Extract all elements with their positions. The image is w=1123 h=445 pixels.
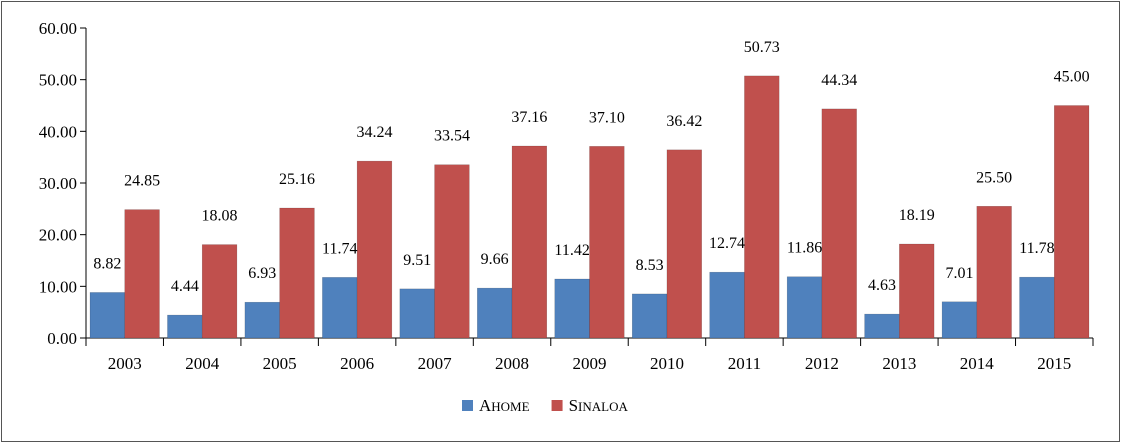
bar-ahome-2012 bbox=[786, 276, 823, 339]
bar-sinaloa-2012 bbox=[821, 108, 857, 339]
bar-ahome-2003 bbox=[89, 292, 125, 339]
y-tick-label: 60.00 bbox=[39, 19, 77, 38]
legend-swatch-sinaloa bbox=[551, 400, 563, 411]
bar-sinaloa-2014 bbox=[976, 206, 1012, 339]
data-label-ahome-2007: 9.51 bbox=[403, 252, 431, 269]
bar-ahome-2013 bbox=[864, 313, 900, 339]
data-label-sinaloa-2009: 37.10 bbox=[589, 109, 625, 126]
data-label-sinaloa-2014: 25.50 bbox=[976, 169, 1012, 186]
x-tick-label: 2014 bbox=[960, 354, 995, 373]
bar-sinaloa-2011 bbox=[744, 75, 780, 339]
data-label-sinaloa-2005: 25.16 bbox=[279, 171, 315, 188]
x-tick-label: 2015 bbox=[1037, 354, 1071, 373]
data-label-ahome-2004: 4.44 bbox=[171, 278, 199, 295]
data-label-sinaloa-2003: 24.85 bbox=[124, 173, 160, 190]
x-axis: 2003 2004 2005 2006 2007 2008 2009 2010 2011 2012… bbox=[85, 337, 1094, 373]
data-label-ahome-2013: 4.63 bbox=[868, 277, 896, 294]
bar-ahome-2005 bbox=[244, 301, 280, 339]
bar-ahome-2014 bbox=[941, 301, 978, 339]
x-tick-label: 2004 bbox=[185, 354, 220, 373]
bar-sinaloa-2009 bbox=[589, 146, 625, 339]
bar-ahome-2015 bbox=[1019, 276, 1055, 339]
y-axis: 0.00 10.00 20.00 30.00 40.00 50.00 60.00 bbox=[39, 19, 87, 348]
x-tick-label: 2005 bbox=[263, 354, 297, 373]
bar-sinaloa-2006 bbox=[356, 160, 393, 339]
bar-sinaloa-2013 bbox=[899, 243, 935, 339]
y-tick-label: 10.00 bbox=[39, 277, 77, 296]
x-tick-label: 2006 bbox=[340, 354, 374, 373]
legend-label-sinaloa: SINALOA bbox=[569, 396, 629, 415]
bar-ahome-2010 bbox=[631, 293, 668, 339]
data-label-sinaloa-2008: 37.16 bbox=[511, 109, 547, 126]
y-tick-label: 40.00 bbox=[39, 122, 77, 141]
data-label-ahome-2003: 8.82 bbox=[93, 255, 121, 272]
data-label-sinaloa-2013: 18.19 bbox=[899, 207, 935, 224]
data-label-sinaloa-2011: 50.73 bbox=[744, 39, 780, 56]
bar-ahome-2004 bbox=[167, 314, 203, 339]
bar-sinaloa-2008 bbox=[511, 145, 548, 339]
x-tick-label: 2012 bbox=[805, 354, 839, 373]
data-label-ahome-2008: 9.66 bbox=[481, 251, 509, 268]
data-label-ahome-2011: 12.74 bbox=[709, 235, 745, 252]
bar-ahome-2011 bbox=[709, 271, 745, 339]
bar-sinaloa-2004 bbox=[201, 244, 238, 339]
data-label-sinaloa-2012: 44.34 bbox=[821, 72, 857, 89]
bar-sinaloa-2015 bbox=[1054, 105, 1090, 339]
data-labels: 8.82 4.44 6.93 11.74 9.51 9.66 11.42 8.53 12.74 1… bbox=[93, 39, 1089, 295]
data-label-sinaloa-2015: 45.00 bbox=[1054, 69, 1090, 86]
y-tick-label: 20.00 bbox=[39, 226, 77, 245]
bar-ahome-2008 bbox=[477, 287, 513, 339]
data-label-sinaloa-2006: 34.24 bbox=[356, 124, 392, 141]
data-label-ahome-2014: 7.01 bbox=[945, 265, 973, 282]
bar-sinaloa-2010 bbox=[666, 149, 702, 339]
x-tick-label: 2008 bbox=[495, 354, 529, 373]
y-tick-label: 50.00 bbox=[39, 71, 77, 90]
legend-label-ahome: AHOME bbox=[479, 396, 530, 415]
legend: AHOME SINALOA bbox=[462, 396, 628, 415]
data-label-sinaloa-2007: 33.54 bbox=[434, 128, 470, 145]
x-tick-label: 2010 bbox=[650, 354, 684, 373]
data-label-sinaloa-2010: 36.42 bbox=[666, 113, 702, 130]
y-tick-label: 0.00 bbox=[47, 329, 77, 348]
bars bbox=[89, 75, 1090, 339]
x-tick-label: 2007 bbox=[418, 354, 453, 373]
data-label-ahome-2010: 8.53 bbox=[636, 257, 664, 274]
data-label-sinaloa-2004: 18.08 bbox=[202, 208, 238, 225]
x-tick-label: 2011 bbox=[728, 354, 761, 373]
bar-sinaloa-2003 bbox=[124, 209, 160, 339]
bar-sinaloa-2007 bbox=[434, 164, 470, 339]
x-tick-label: 2009 bbox=[573, 354, 607, 373]
bar-ahome-2009 bbox=[554, 278, 590, 339]
x-tick-label: 2003 bbox=[108, 354, 142, 373]
data-label-ahome-2012: 11.86 bbox=[787, 240, 822, 257]
bar-sinaloa-2005 bbox=[279, 207, 315, 339]
y-tick-label: 30.00 bbox=[39, 174, 77, 193]
x-tick-label: 2013 bbox=[882, 354, 916, 373]
bar-ahome-2007 bbox=[399, 288, 435, 339]
data-label-ahome-2015: 11.78 bbox=[1019, 240, 1054, 257]
data-label-ahome-2009: 11.42 bbox=[554, 242, 589, 259]
data-label-ahome-2005: 6.93 bbox=[248, 265, 276, 282]
data-label-ahome-2006: 11.74 bbox=[322, 240, 357, 257]
bar-ahome-2006 bbox=[322, 277, 358, 339]
legend-swatch-ahome bbox=[462, 400, 473, 411]
